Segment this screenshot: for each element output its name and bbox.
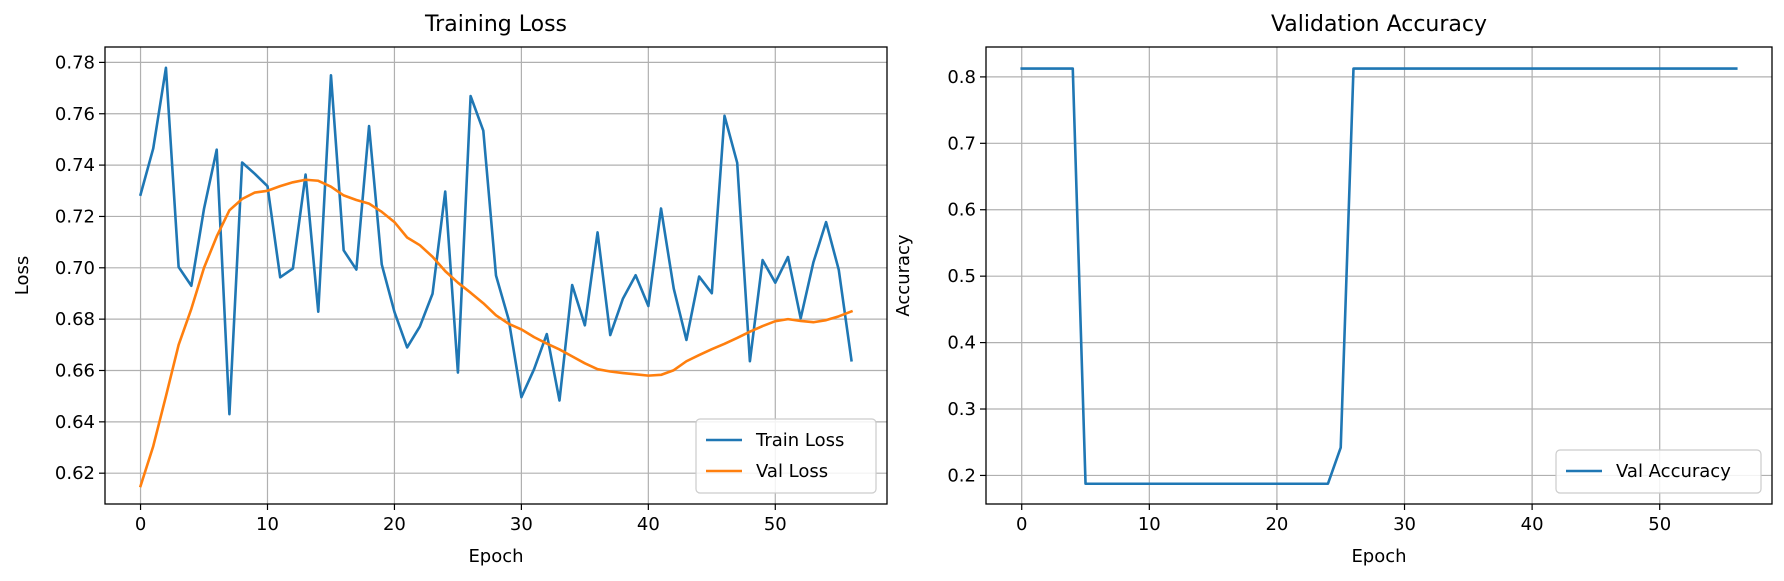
axes-frame [104,46,888,505]
y-tick-label: 0.4 [947,333,976,354]
chart-panel-1: 0 10 20 30 40 50 0.62 0.64 0.66 0.68 0.70 0.72 0.74 0… [12,12,888,567]
chart-title: Training Loss [424,12,567,37]
y-tick-label: 0.8 [947,67,976,88]
x-tick-label: 0 [135,514,146,535]
y-tick-label: 0.72 [55,206,95,227]
x-tick-label: 40 [637,514,660,535]
x-tick-label: 50 [764,514,787,535]
y-tick-label: 0.70 [55,258,95,279]
x-tick-label: 20 [1265,514,1288,535]
x-axis-label: Epoch [1351,546,1406,567]
y-tick-label: 0.64 [55,412,95,433]
y-tick-label: 0.3 [947,399,976,420]
axes-frame [985,46,1773,505]
legend: Train Loss Val Loss [695,418,877,494]
legend: Val Accuracy [1555,449,1762,494]
series-line-2 [138,178,854,488]
series-line-1 [1020,67,1738,486]
y-tick-label: 0.6 [947,200,976,221]
chart-panel-2: 0 10 20 30 40 50 0.2 0.3 0.4 0.5 0.6 0.7 0.8 Validati… [893,12,1773,567]
x-tick-label: 20 [383,514,406,535]
y-tick-label: 0.62 [55,463,95,484]
x-tick-label: 40 [1521,514,1544,535]
x-tick-label: 0 [1016,514,1027,535]
x-tick-label: 30 [510,514,533,535]
legend-label-1: Train Loss [755,430,844,451]
y-tick-label: 0.7 [947,133,976,154]
y-axis-label: Loss [12,256,33,295]
x-tick-label: 50 [1648,514,1671,535]
x-tick-label: 10 [1138,514,1161,535]
series-line-1 [138,66,853,416]
y-tick-label: 0.2 [947,465,976,486]
legend-box [695,418,877,494]
y-tick-label: 0.66 [55,360,95,381]
x-axis-label: Epoch [468,546,523,567]
y-tick-label: 0.68 [55,309,95,330]
legend-box [1555,449,1762,494]
y-tick-label: 0.78 [55,52,95,73]
y-tick-label: 0.5 [947,266,976,287]
y-tick-label: 0.74 [55,155,95,176]
y-axis-label: Accuracy [893,234,914,317]
legend-label-2: Val Loss [756,461,828,482]
x-tick-label: 30 [1393,514,1416,535]
x-tick-label: 10 [256,514,279,535]
legend-label-1: Val Accuracy [1616,461,1731,482]
chart-title: Validation Accuracy [1271,12,1487,37]
y-tick-label: 0.76 [55,104,95,125]
